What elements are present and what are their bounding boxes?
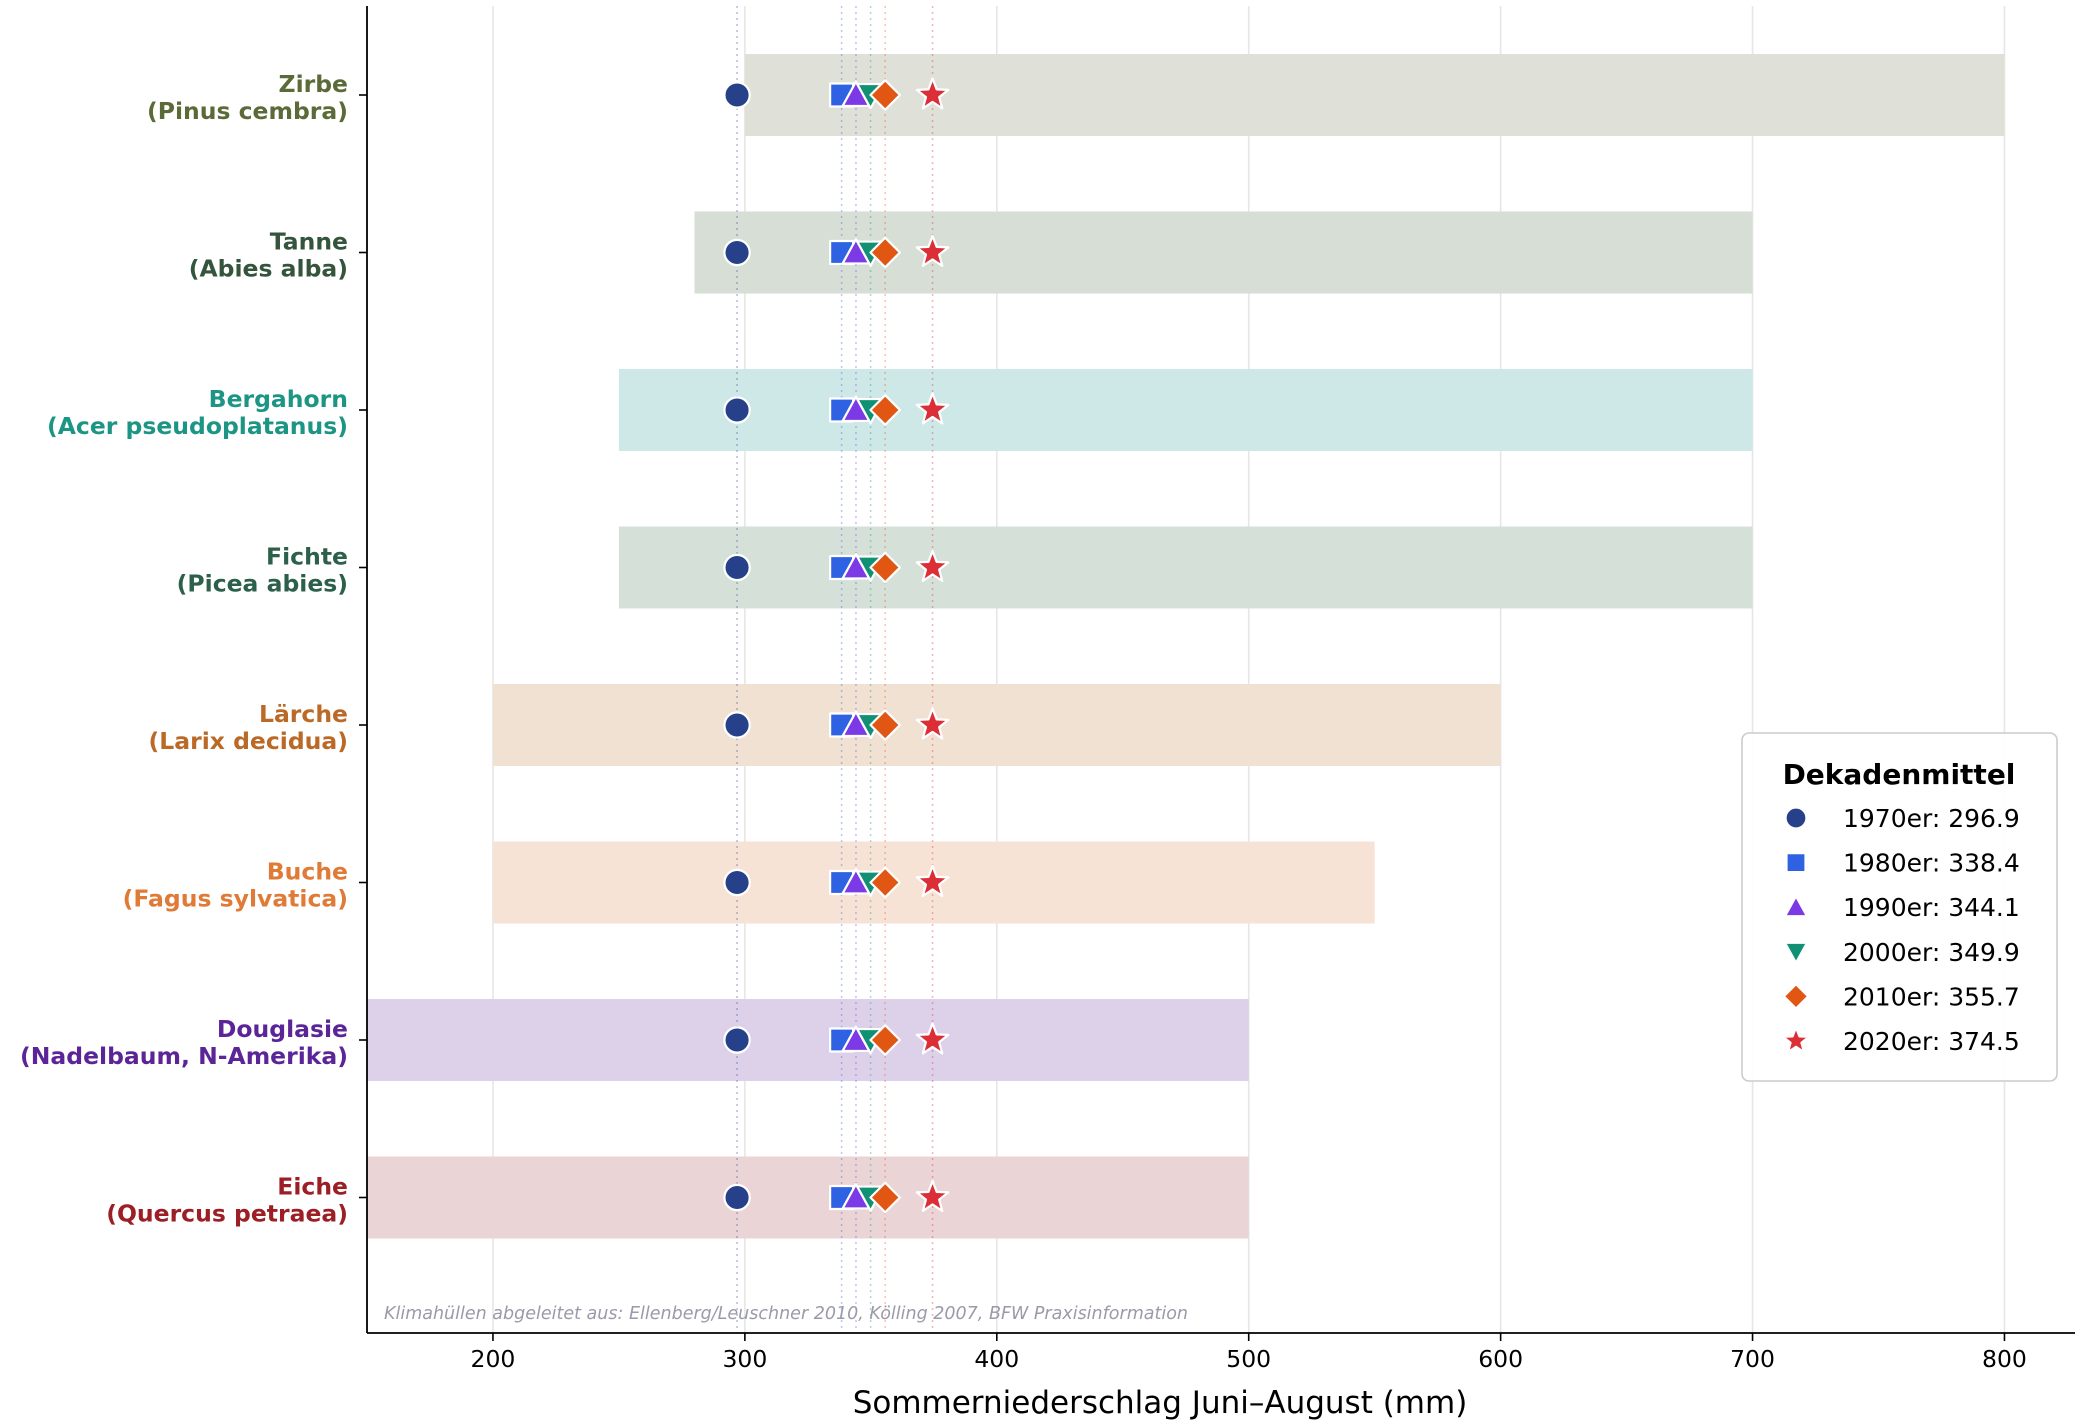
legend-marker-triangle-down (1783, 941, 1809, 964)
data-marker-diamond (869, 236, 902, 269)
species-latin-label: (Nadelbaum, N-Amerika) (20, 1042, 348, 1070)
data-marker-circle (723, 1183, 751, 1212)
data-marker-diamond (869, 394, 902, 426)
x-axis-title: Sommerniederschlag Juni–August (mm) (853, 1385, 1468, 1421)
species-name-label: Tanne (270, 228, 348, 256)
source-note: Klimahüllen abgeleitet aus: Ellenberg/Le… (384, 1304, 1188, 1324)
range-band (367, 1156, 1249, 1239)
decade-reference-line-layer (736, 6, 934, 1333)
data-marker-star (915, 1022, 950, 1055)
legend-title: Dekadenmittel (1783, 758, 2016, 791)
range-band (492, 684, 1501, 766)
species-name-label: Lärche (259, 700, 348, 728)
data-marker-diamond (869, 866, 902, 899)
species-latin-label: (Abies alba) (189, 255, 348, 283)
data-marker-diamond (869, 551, 902, 584)
legend-marker-diamond (1782, 983, 1810, 1010)
x-tick-layer: 200 300 400 500 600 700 800 (471, 1333, 2027, 1373)
species-latin-label: (Pinus cembra) (147, 97, 348, 125)
species-latin-label: (Picea abies) (177, 570, 348, 598)
range-band (618, 369, 1753, 451)
species-name-label: Douglasie (217, 1015, 348, 1043)
x-tick-label: 200 (471, 1345, 516, 1373)
data-marker-circle (723, 396, 751, 424)
species-latin-label: (Quercus petraea) (106, 1200, 348, 1228)
legend: Dekadenmittel 1970er: 296.9 1980er: 338.4… (1741, 732, 2058, 1082)
data-marker-star (915, 77, 950, 110)
data-marker-diamond (869, 1024, 902, 1056)
data-marker-star (915, 1179, 950, 1213)
species-latin-label: (Acer pseudoplatanus) (47, 412, 348, 440)
x-tick-label: 700 (1730, 1345, 1775, 1373)
species-name-label: Fichte (266, 543, 348, 571)
legend-entry-label: 1970er: 296.9 (1843, 804, 2020, 833)
data-marker-circle (723, 81, 751, 109)
data-marker-circle (723, 711, 751, 739)
species-label-layer: Zirbe(Pinus cembra) Tanne(Abies alba) Berg… (20, 70, 367, 1228)
legend-entry-label: 2000er: 349.9 (1843, 938, 2020, 967)
data-marker-star (915, 864, 950, 898)
legend-items: 1970er: 296.9 1980er: 338.4 1990er: 344.1 2… (1781, 804, 2020, 1056)
range-band (744, 54, 2005, 136)
species-name-label: Zirbe (279, 70, 348, 98)
legend-entry-label: 2020er: 374.5 (1843, 1027, 2020, 1056)
data-marker-star (915, 392, 950, 425)
legend-entry-label: 1980er: 338.4 (1843, 849, 2020, 878)
legend-entry-label: 1990er: 344.1 (1843, 893, 2020, 922)
data-marker-circle (723, 1026, 751, 1054)
x-tick-label: 300 (722, 1345, 767, 1373)
data-marker-star (915, 549, 950, 583)
range-band (618, 526, 1753, 609)
species-name-label: Eiche (277, 1173, 348, 1201)
data-marker-circle (723, 868, 751, 897)
marker-layer (723, 77, 950, 1214)
data-marker-circle (723, 238, 751, 267)
axes-layer (366, 6, 2075, 1334)
legend-frame (1741, 732, 2058, 1082)
x-tick-label: 500 (1226, 1345, 1271, 1373)
species-name-label: Bergahorn (209, 385, 348, 413)
legend-marker-circle (1784, 806, 1808, 830)
data-marker-diamond (869, 709, 902, 741)
range-band-layer (367, 54, 2005, 1239)
grid-layer (492, 6, 2006, 1333)
species-latin-label: (Fagus sylvatica) (123, 885, 348, 913)
data-marker-star (915, 707, 950, 740)
legend-entry-label: 2010er: 355.7 (1843, 982, 2020, 1011)
x-tick-label: 800 (1982, 1345, 2027, 1373)
data-marker-star (915, 234, 950, 267)
range-band (367, 999, 1249, 1081)
data-marker-diamond (869, 1181, 902, 1214)
x-tick-label: 400 (974, 1345, 1019, 1373)
legend-marker-star (1781, 1026, 1811, 1054)
data-marker-circle (723, 553, 751, 582)
data-marker-diamond (869, 79, 902, 111)
species-name-label: Buche (267, 858, 348, 886)
x-tick-label: 600 (1478, 1345, 1523, 1373)
legend-marker-triangle-up (1783, 895, 1809, 918)
legend-marker-square (1785, 851, 1807, 874)
species-latin-label: (Larix decidua) (149, 727, 348, 755)
